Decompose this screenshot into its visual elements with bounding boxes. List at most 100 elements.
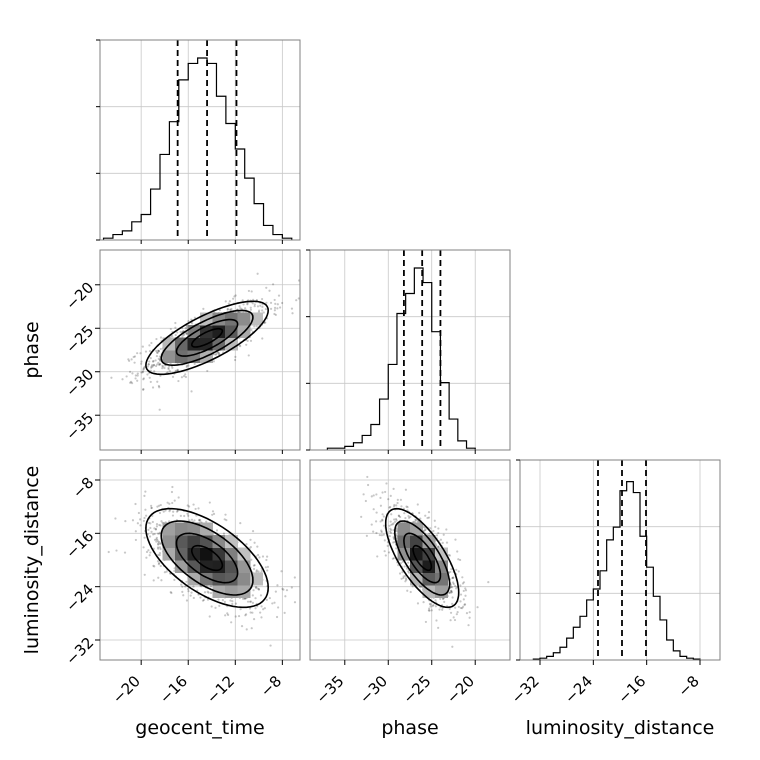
density-cell xyxy=(187,535,201,548)
contour-line-geocent-time-vs-luminosity-distance xyxy=(145,507,270,609)
scatter-point xyxy=(132,355,135,359)
scatter-point xyxy=(161,364,164,368)
scatter-point xyxy=(212,360,215,363)
scatter-point xyxy=(148,349,152,353)
scatter-point xyxy=(214,606,217,609)
scatter-point xyxy=(433,519,436,522)
scatter-point xyxy=(216,351,220,354)
scatter-point xyxy=(156,546,160,549)
scatter-point xyxy=(176,331,179,334)
scatter-point xyxy=(174,326,177,329)
scatter-point xyxy=(185,580,188,583)
scatter-point xyxy=(459,584,462,587)
scatter-point xyxy=(134,374,137,377)
scatter-point xyxy=(191,322,194,325)
scatter-point xyxy=(158,551,162,555)
scatter-point xyxy=(136,379,139,382)
scatter-point xyxy=(246,600,250,603)
scatter-point xyxy=(164,509,167,512)
scatter-point xyxy=(140,371,143,374)
scatter-point xyxy=(381,491,384,494)
scatter-point xyxy=(407,516,411,519)
scatter-point xyxy=(429,532,432,535)
scatter-point xyxy=(461,576,464,579)
scatter-point xyxy=(168,369,172,373)
scatter-point xyxy=(223,600,226,604)
scatter-point xyxy=(151,520,154,524)
scatter-point xyxy=(407,571,411,574)
scatter-point xyxy=(183,514,186,518)
scatter-point xyxy=(455,613,458,616)
scatter-point xyxy=(249,600,253,603)
panel-frame-phase-vs-luminosity-distance xyxy=(309,459,511,661)
scatter-point xyxy=(375,531,378,535)
scatter-point xyxy=(397,564,400,567)
scatter-point xyxy=(154,528,157,531)
scatter-point xyxy=(451,645,454,648)
scatter-point xyxy=(462,589,465,593)
scatter-point xyxy=(158,542,162,545)
scatter-point xyxy=(202,598,205,602)
scatter-point xyxy=(456,610,459,614)
scatter-point xyxy=(375,520,378,523)
scatter-point xyxy=(431,604,434,608)
scatter-point xyxy=(253,563,256,567)
density-cell xyxy=(200,547,213,561)
scatter-point xyxy=(447,553,450,557)
scatter-point xyxy=(403,512,406,515)
scatter-point xyxy=(249,306,252,309)
scatter-point xyxy=(184,373,187,376)
scatter-point xyxy=(422,525,425,528)
scatter-point xyxy=(382,524,386,527)
scatter-point xyxy=(295,299,298,302)
contour-line-phase-vs-luminosity-distance xyxy=(393,520,451,596)
contour-line-phase-vs-luminosity-distance xyxy=(384,507,460,609)
scatter-point xyxy=(150,506,153,509)
scatter-point xyxy=(276,584,279,587)
scatter-point xyxy=(434,543,438,546)
scatter-point xyxy=(452,582,455,586)
scatter-point xyxy=(149,357,152,360)
scatter-point xyxy=(154,527,158,531)
scatter-point xyxy=(378,533,381,537)
scatter-point xyxy=(148,554,151,557)
scatter-point xyxy=(450,591,453,594)
scatter-point xyxy=(454,606,457,609)
scatter-point xyxy=(239,608,242,611)
scatter-point xyxy=(453,618,457,622)
scatter-point xyxy=(245,542,248,546)
scatter-point xyxy=(246,302,249,305)
scatter-point xyxy=(234,355,237,358)
scatter-point xyxy=(190,518,194,521)
scatter-point xyxy=(416,520,419,523)
scatter-point xyxy=(247,354,250,357)
scatter-point xyxy=(182,334,185,337)
panel-frame-geocent-time-vs-luminosity-distance xyxy=(99,459,301,661)
scatter-point xyxy=(284,595,287,598)
scatter-point xyxy=(424,514,427,517)
scatter-point xyxy=(273,309,276,312)
scatter-point xyxy=(437,531,440,535)
scatter-point xyxy=(133,355,137,358)
scatter-point xyxy=(273,312,276,316)
scatter-point xyxy=(147,363,150,366)
scatter-point xyxy=(186,587,190,591)
scatter-point xyxy=(217,598,220,601)
scatter-point xyxy=(158,408,161,411)
scatter-point xyxy=(142,388,145,391)
scatter-point xyxy=(405,505,408,508)
scatter-point xyxy=(273,298,276,302)
scatter-point xyxy=(384,554,387,557)
scatter-point xyxy=(150,366,153,369)
scatter-point xyxy=(434,605,437,608)
scatter-point xyxy=(451,586,454,589)
scatter-point xyxy=(252,589,255,592)
scatter-point xyxy=(143,573,146,576)
scatter-point xyxy=(140,360,143,363)
scatter-point xyxy=(152,579,155,582)
scatter-point xyxy=(448,591,451,594)
density-cell xyxy=(175,560,188,573)
scatter-point xyxy=(393,520,397,523)
scatter-point xyxy=(150,530,153,533)
scatter-point xyxy=(248,607,252,610)
